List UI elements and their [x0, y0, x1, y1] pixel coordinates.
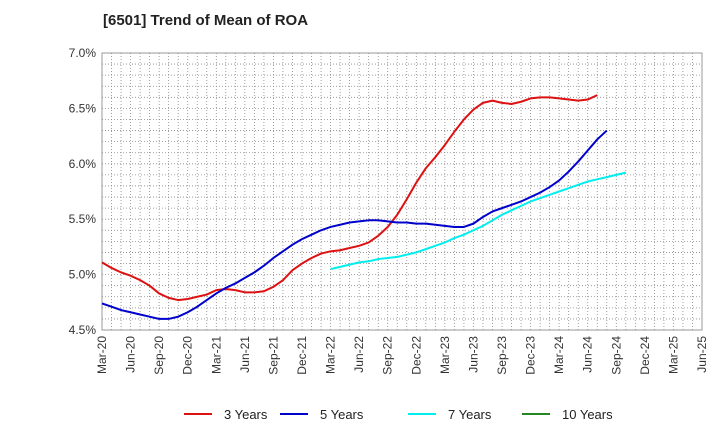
x-tick-label: Mar-20: [95, 336, 109, 374]
y-tick-label: 4.5%: [69, 323, 97, 337]
x-tick-label: Sep-23: [495, 336, 509, 375]
x-tick-label: Dec-24: [638, 336, 652, 375]
series-line-2: [101, 129, 608, 320]
series-line-1: [101, 94, 598, 302]
series-lines: [101, 94, 627, 320]
legend-label: 5 Years: [320, 407, 364, 422]
x-tick-label: Sep-24: [609, 336, 623, 375]
x-tick-label: Mar-21: [209, 336, 223, 374]
x-tick-label: Sep-20: [152, 336, 166, 375]
x-tick-label: Mar-24: [552, 336, 566, 374]
chart-title: [6501] Trend of Mean of ROA: [103, 12, 309, 29]
x-tick-label: Mar-25: [666, 336, 680, 374]
x-tick-label: Dec-22: [409, 336, 423, 375]
x-tick-label: Dec-20: [181, 336, 195, 375]
y-tick-label: 5.0%: [69, 268, 97, 282]
y-tick-label: 5.5%: [69, 212, 97, 226]
x-tick-label: Mar-22: [324, 336, 338, 374]
y-tick-label: 7.0%: [69, 46, 97, 60]
x-tick-label: Jun-22: [352, 336, 366, 373]
legend-label: 7 Years: [448, 407, 492, 422]
series-line-3: [330, 171, 627, 271]
x-tick-label: Jun-25: [695, 336, 709, 373]
x-tick-label: Jun-24: [581, 336, 595, 373]
x-tick-label: Sep-21: [266, 336, 280, 375]
x-tick-label: Mar-23: [438, 336, 452, 374]
y-tick-label: 6.5%: [69, 101, 97, 115]
y-axis-tick-labels: 4.5% 5.0% 5.5% 6.0% 6.5% 7.0%: [69, 46, 97, 337]
x-tick-label: Sep-22: [381, 336, 395, 375]
legend-label: 10 Years: [562, 407, 613, 422]
x-tick-label: Dec-21: [295, 336, 309, 375]
x-tick-label: Jun-20: [124, 336, 138, 373]
x-axis-tick-labels: Mar-20 Jun-20 Sep-20 Dec-20 Mar-21 Jun-21 Sep-…: [95, 336, 709, 375]
legend-label: 3 Years: [224, 407, 268, 422]
y-tick-label: 6.0%: [69, 157, 97, 171]
x-tick-label: Jun-21: [238, 336, 252, 373]
x-tick-label: Dec-23: [524, 336, 538, 375]
legend: 3 Years 5 Years 7 Years 10 Years: [184, 407, 613, 422]
x-tick-label: Jun-23: [466, 336, 480, 373]
plot-area: [101, 52, 703, 331]
